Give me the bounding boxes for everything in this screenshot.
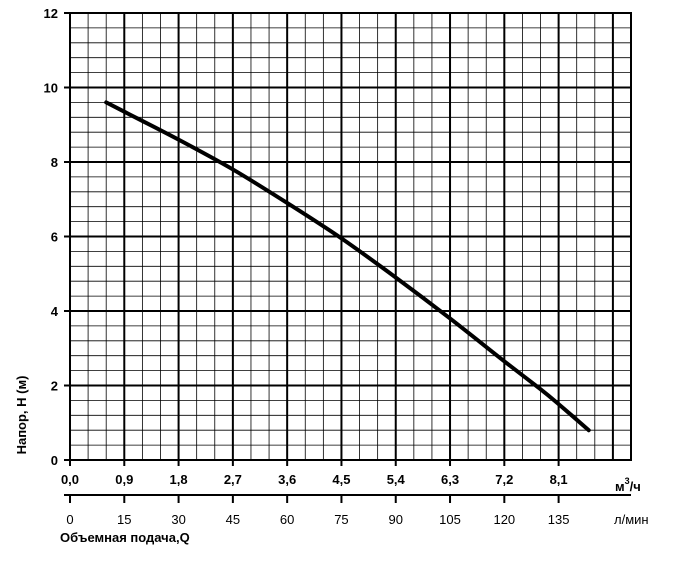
x-tick-label-m3h: 8,1	[550, 472, 568, 487]
y-axis-label: Напор, Н (м)	[14, 376, 29, 455]
major-grid	[70, 13, 631, 460]
x-axis-label: Объемная подача,Q	[60, 530, 190, 545]
y-axis-ticks: 0 2 4 6 8 10 12	[44, 6, 70, 468]
x-tick-label-lmin: 0	[66, 512, 73, 527]
x-tick-label-m3h: 0,0	[61, 472, 79, 487]
x-axis-unit-lmin: л/мин	[614, 512, 649, 527]
x-tick-label-m3h: 1,8	[170, 472, 188, 487]
unit-m3h-sup: 3	[625, 476, 630, 486]
x-tick-label-m3h: 0,9	[115, 472, 133, 487]
x-tick-label-lmin: 60	[280, 512, 294, 527]
x-tick-label-lmin: 45	[226, 512, 240, 527]
y-tick-label: 8	[51, 155, 58, 170]
y-tick-label: 10	[44, 81, 58, 96]
unit-m3h-tail: /ч	[630, 479, 641, 494]
x-axis-ticks-m3h: 0,0 0,9 1,8 2,7 3,6 4,5 5,4 6,3 7,2 8,1	[61, 460, 568, 487]
x-tick-label-lmin: 75	[334, 512, 348, 527]
y-tick-label: 6	[51, 230, 58, 245]
y-tick-label: 12	[44, 6, 58, 21]
x-tick-label-lmin: 30	[171, 512, 185, 527]
x-tick-label-lmin: 120	[493, 512, 515, 527]
x-tick-label-m3h: 3,6	[278, 472, 296, 487]
x-axis-ticks-lmin: 0 15 30 45 60 75 90 105 120 135	[66, 495, 569, 527]
x-tick-label-lmin: 105	[439, 512, 461, 527]
y-tick-label: 0	[51, 453, 58, 468]
x-axis-unit-m3h: м3/ч	[615, 476, 641, 494]
unit-m3h-base: м	[615, 479, 625, 494]
x-tick-label-lmin: 135	[548, 512, 570, 527]
y-tick-label: 2	[51, 379, 58, 394]
x-tick-label-lmin: 90	[389, 512, 403, 527]
x-tick-label-lmin: 15	[117, 512, 131, 527]
pump-curve-line	[104, 100, 591, 433]
x-tick-label-m3h: 5,4	[387, 472, 406, 487]
x-tick-label-m3h: 7,2	[495, 472, 513, 487]
x-tick-label-m3h: 2,7	[224, 472, 242, 487]
x-tick-label-m3h: 6,3	[441, 472, 459, 487]
y-tick-label: 4	[51, 304, 59, 319]
x-tick-label-m3h: 4,5	[332, 472, 350, 487]
